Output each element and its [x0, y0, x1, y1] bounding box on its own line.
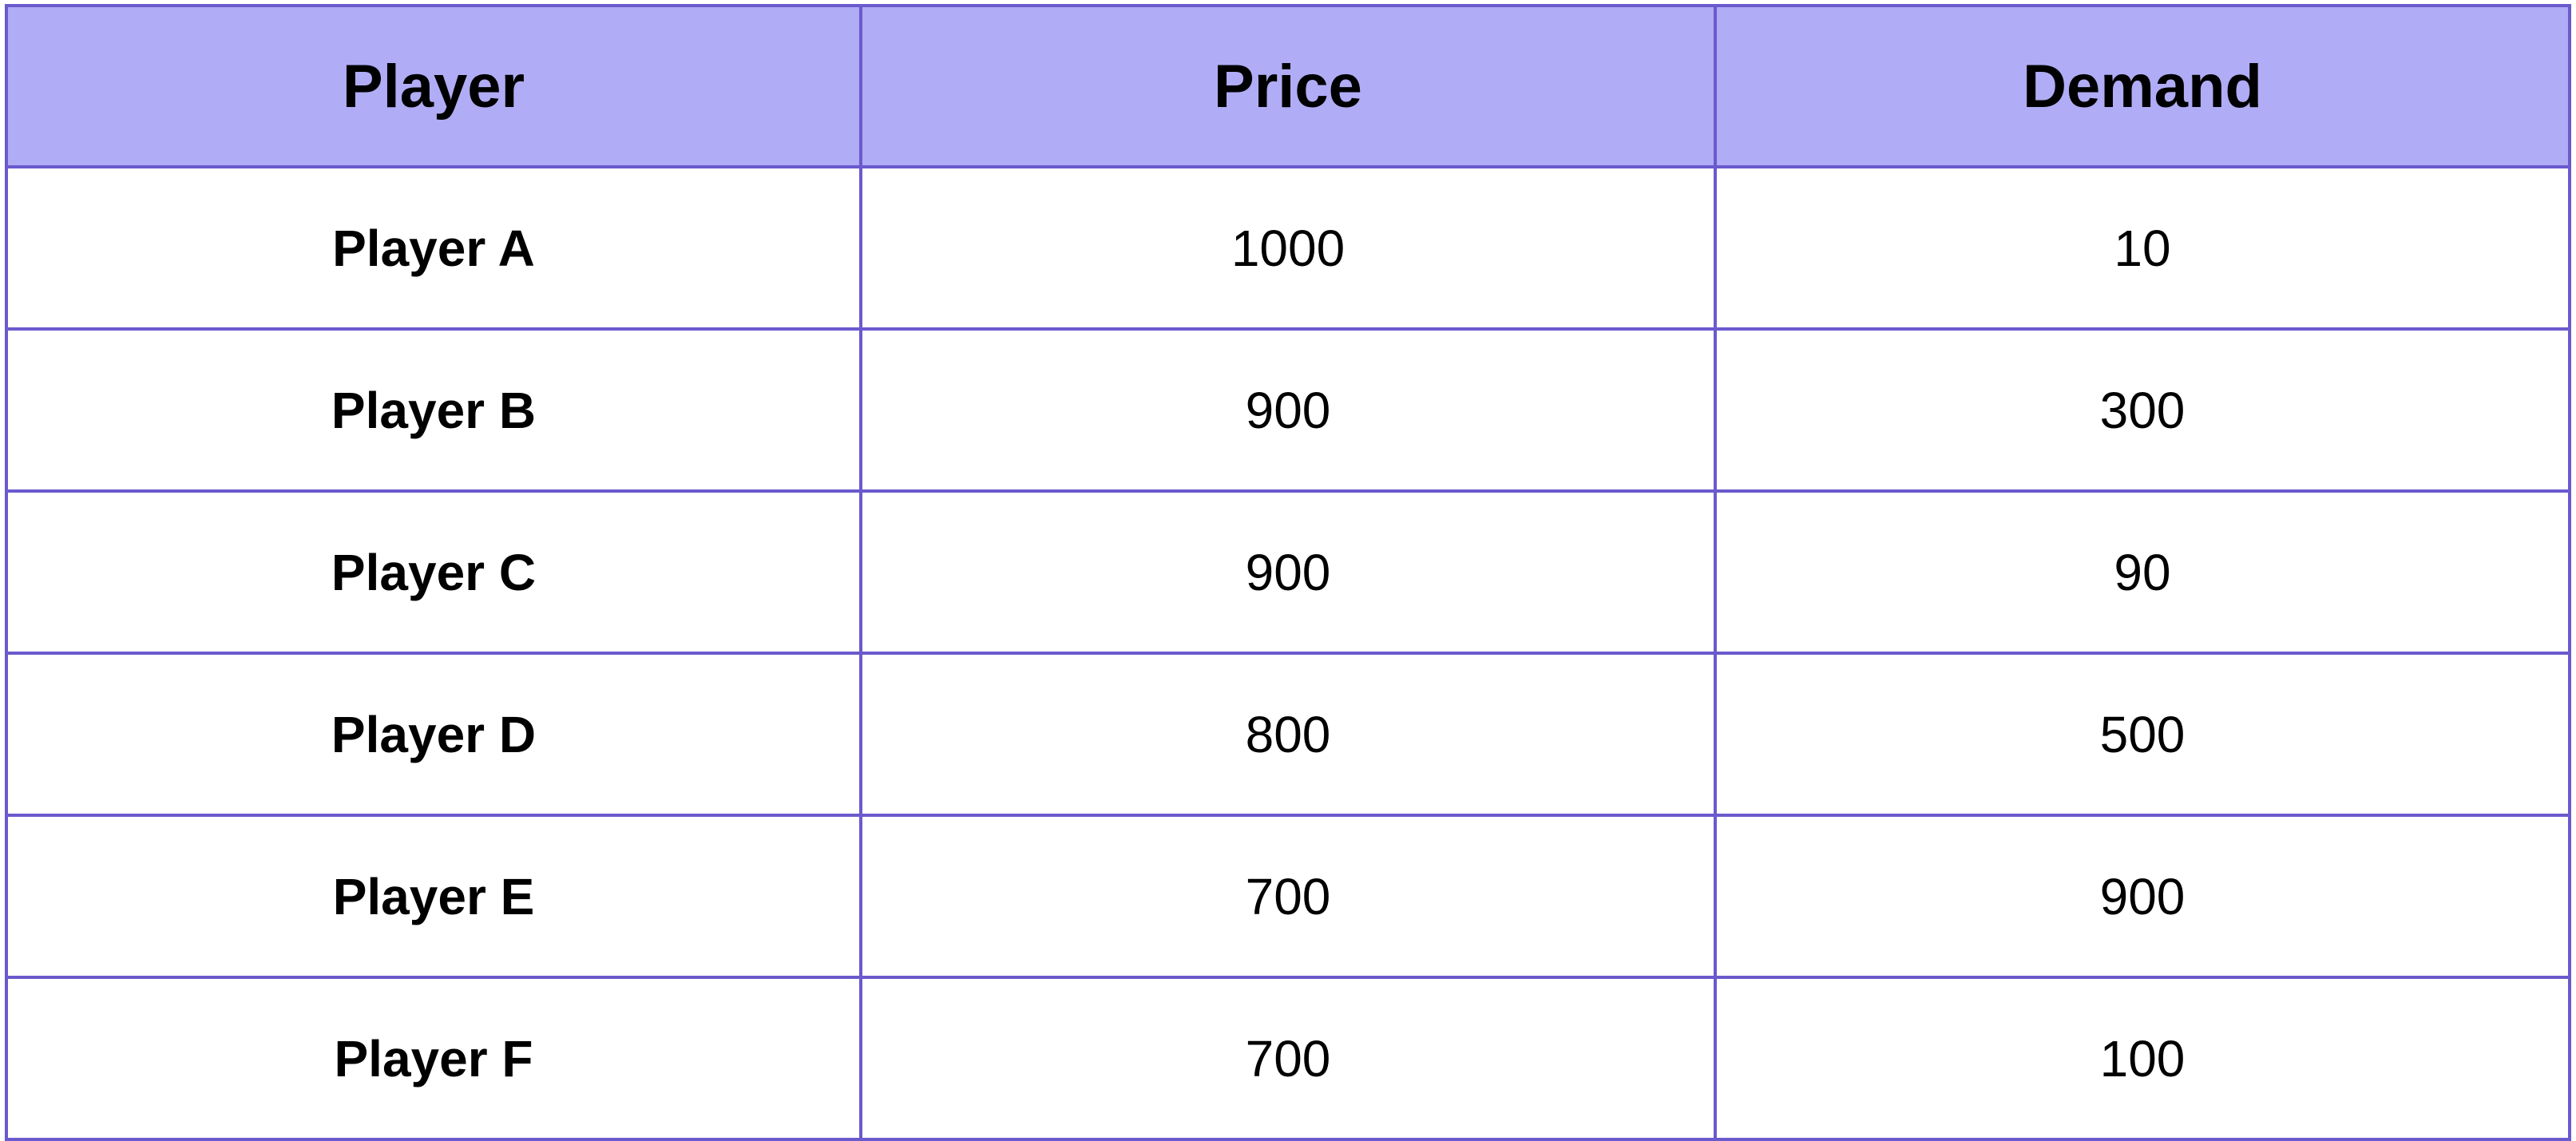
table-row: Player C 900 90 — [5, 489, 2571, 655]
data-table-container: Player Price Demand Player A 1000 10 Pla… — [5, 4, 2571, 1141]
cell-price: 900 — [859, 327, 1717, 493]
column-header-price: Price — [859, 4, 1717, 168]
table-body: Player A 1000 10 Player B 900 300 Player… — [5, 165, 2571, 1141]
table-row: Player B 900 300 — [5, 327, 2571, 493]
cell-price: 800 — [859, 652, 1717, 817]
cell-player: Player D — [5, 652, 862, 817]
cell-demand: 500 — [1714, 652, 2571, 817]
table-row: Player E 700 900 — [5, 814, 2571, 979]
cell-demand: 900 — [1714, 814, 2571, 979]
cell-demand: 300 — [1714, 327, 2571, 493]
table-row: Player F 700 100 — [5, 976, 2571, 1141]
cell-player: Player C — [5, 489, 862, 655]
cell-player: Player E — [5, 814, 862, 979]
column-header-player: Player — [5, 4, 862, 168]
price-demand-table: Player Price Demand Player A 1000 10 Pla… — [5, 4, 2571, 1141]
cell-demand: 90 — [1714, 489, 2571, 655]
cell-price: 700 — [859, 976, 1717, 1141]
cell-price: 700 — [859, 814, 1717, 979]
cell-player: Player B — [5, 327, 862, 493]
table-header: Player Price Demand — [5, 4, 2571, 168]
cell-player: Player A — [5, 165, 862, 331]
cell-price: 900 — [859, 489, 1717, 655]
cell-demand: 10 — [1714, 165, 2571, 331]
cell-demand: 100 — [1714, 976, 2571, 1141]
column-header-demand: Demand — [1714, 4, 2571, 168]
table-row: Player A 1000 10 — [5, 165, 2571, 331]
cell-player: Player F — [5, 976, 862, 1141]
table-row: Player D 800 500 — [5, 652, 2571, 817]
cell-price: 1000 — [859, 165, 1717, 331]
header-row: Player Price Demand — [5, 4, 2571, 168]
